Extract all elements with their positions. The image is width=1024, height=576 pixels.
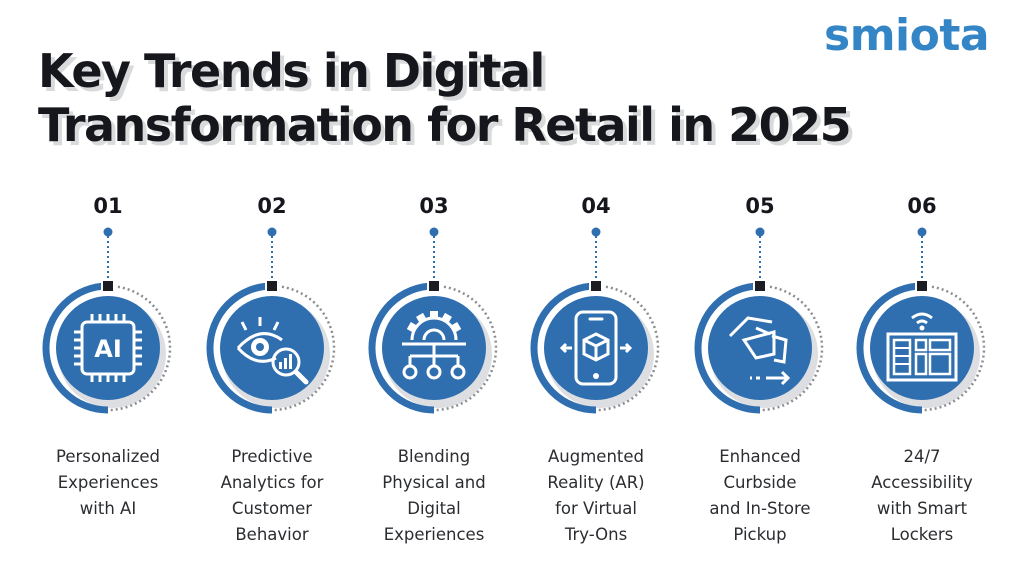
step-number: 03 — [419, 194, 449, 218]
step-label-line: Enhanced — [719, 447, 801, 466]
step-label-line: Augmented — [548, 447, 644, 466]
step-label-line: with Smart — [876, 499, 968, 518]
step-label: Blending Physical and Digital Experiences — [354, 444, 514, 548]
eye-analytics-icon — [236, 317, 309, 385]
step-label-line: Personalized — [55, 447, 160, 466]
step-label: Augmented Reality (AR) for Virtual Try-Ons — [516, 444, 676, 548]
trend-step: 05 Enhanced Curbside and In-Store Pickup — [680, 188, 840, 568]
ai-chip-icon: AI — [74, 314, 142, 382]
smart-locker-icon — [886, 312, 958, 382]
step-label: Predictive Analytics for Customer Behavior — [192, 444, 352, 548]
step-label-line: with AI — [79, 499, 137, 518]
step-label-line: Experiences — [383, 525, 485, 544]
step-graphic — [368, 227, 498, 414]
step-label-line: for Virtual — [555, 499, 637, 518]
step-graphic — [856, 227, 986, 414]
step-graphic — [530, 227, 660, 414]
curbside-pickup-icon — [728, 316, 791, 386]
step-label-line: Experiences — [57, 473, 159, 492]
step-number: 05 — [745, 194, 775, 218]
step-label: Enhanced Curbside and In-Store Pickup — [680, 444, 840, 548]
step-label-line: Customer — [231, 499, 313, 518]
step-number: 04 — [581, 194, 611, 218]
step-label-line: Physical and — [382, 473, 486, 492]
ar-phone-icon — [559, 310, 633, 386]
trend-step: 06 24/7 Accessibility with Smart Lockers — [842, 188, 1002, 568]
step-label: 24/7 Accessibility with Smart Lockers — [842, 444, 1002, 548]
trend-step: 04 Augmented Reality (AR) for Virtual Try-O… — [516, 188, 676, 568]
title-line-2: Transformation for Retail in 2025 — [38, 98, 852, 152]
step-label-line: Lockers — [890, 525, 954, 544]
page-title: Key Trends in Digital Transformation for… — [38, 44, 852, 152]
step-label-line: Curbside — [723, 473, 797, 492]
step-number: 02 — [257, 194, 287, 218]
step-graphic — [206, 227, 336, 414]
step-label-line: 24/7 — [903, 447, 941, 466]
step-number: 06 — [907, 194, 937, 218]
step-number: 01 — [93, 194, 123, 218]
step-label-line: Reality (AR) — [547, 473, 645, 492]
trend-step: 03 Blending Physical and Digital Experience… — [354, 188, 514, 568]
trend-step: 01 AI — [28, 188, 188, 568]
step-label-line: Digital — [407, 499, 461, 518]
step-label-line: Analytics for — [220, 473, 324, 492]
step-label-line: Try-Ons — [564, 525, 628, 544]
step-graphic — [694, 227, 824, 414]
svg-text:AI: AI — [94, 335, 122, 363]
step-label-line: Predictive — [231, 447, 313, 466]
title-line-1: Key Trends in Digital — [38, 44, 545, 98]
trend-step: 02 Predictive Analytics for Customer Behavi… — [192, 188, 352, 568]
step-label-line: Blending — [397, 447, 471, 466]
step-label-line: Behavior — [235, 525, 309, 544]
step-label-line: Accessibility — [871, 473, 973, 492]
step-graphic: AI — [42, 227, 172, 414]
step-label-line: Pickup — [733, 525, 787, 544]
gear-network-icon — [402, 311, 466, 380]
step-label-line: and In-Store — [709, 499, 811, 518]
smiota-logo: smiota — [824, 10, 990, 61]
step-label: Personalized Experiences with AI — [28, 444, 188, 522]
